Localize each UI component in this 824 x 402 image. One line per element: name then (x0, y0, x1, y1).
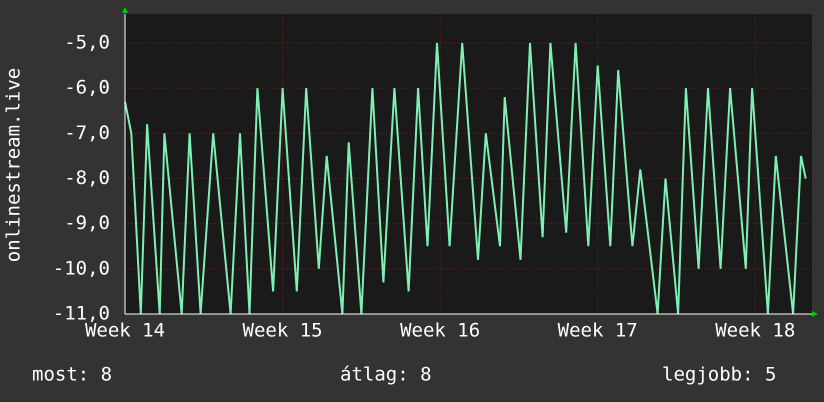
x-tick-label: Week 18 (715, 320, 795, 342)
y-tick-label: -7,0 (64, 122, 110, 144)
x-tick-label: Week 16 (400, 320, 480, 342)
y-tick-label: -9,0 (64, 212, 110, 234)
y-tick-label: -6,0 (64, 77, 110, 99)
footer-best: legjobb: 5 (662, 364, 776, 386)
plot-area (125, 14, 812, 314)
series-line (124, 42, 807, 315)
x-tick-label: Week 17 (558, 320, 638, 342)
y-tick-label: -10,0 (53, 257, 110, 279)
y-tick-label: -8,0 (64, 167, 110, 189)
axis-arrow (812, 311, 818, 317)
x-tick-label: Week 15 (243, 320, 323, 342)
footer-average: átlag: 8 (340, 364, 432, 386)
axis-arrow (122, 7, 128, 13)
y-tick-label: -5,0 (64, 31, 110, 53)
y-tick-label: -11,0 (53, 303, 110, 325)
y-axis-label: onlinestream.live (3, 68, 25, 262)
footer-current: most: 8 (32, 364, 112, 386)
x-tick-label: Week 14 (85, 320, 165, 342)
